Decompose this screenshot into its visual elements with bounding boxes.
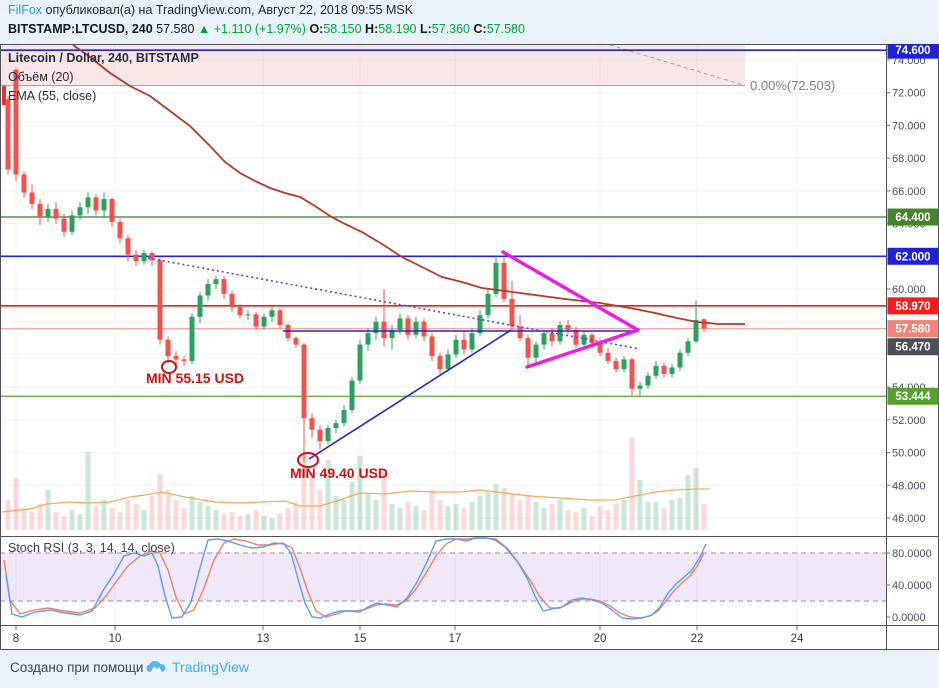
low-value: 57.360 [431,22,471,36]
min-annotation-1: MIN 55.15 USD [146,370,245,386]
svg-text:50.000: 50.000 [892,448,926,460]
time-axis: 8 10 13 15 17 20 22 24 [13,625,804,645]
svg-text:0.0000: 0.0000 [892,612,926,624]
last-price: 57.580 [156,22,195,36]
trendlines [147,257,641,460]
svg-text:22: 22 [691,633,704,645]
close-label: C: [473,22,487,36]
svg-text:57.580: 57.580 [895,324,930,336]
price-badges: 74.600 64.400 62.000 58.970 57.580 56.470 53.4… [887,41,939,405]
stoch-axis: 80.0000 40.0000 0.0000 [886,548,932,624]
open-label: O: [309,22,324,36]
svg-text:74.600: 74.600 [895,45,930,57]
svg-text:70.000: 70.000 [892,120,926,132]
pennant [501,250,640,369]
stoch-d-line [3,537,705,619]
publisher-link[interactable]: FilFox [8,3,43,17]
svg-text:10: 10 [109,633,122,645]
svg-text:52.000: 52.000 [892,415,926,427]
svg-text:80.0000: 80.0000 [892,548,932,560]
ema-line [72,44,745,325]
svg-text:17: 17 [449,633,462,645]
min-circles [161,360,319,468]
publish-line: FilFox опубликовал(а) на TradingView.com… [8,3,413,17]
publish-text: опубликовал(а) на TradingView.com, Авгус… [42,3,414,17]
tradingview-logo-icon[interactable] [145,659,167,679]
price-axis: 74.00072.00070.00068.00066.00064.00060.0… [886,55,926,525]
open-value: 58.150 [323,22,362,36]
level-lines [0,49,886,397]
header: FilFox опубликовал(а) на TradingView.com… [0,0,939,44]
svg-text:66.000: 66.000 [892,186,926,198]
footer: Создано при помощи TradingView [0,650,939,688]
close-value: 57.580 [486,22,525,36]
stoch-rsi-legend[interactable]: Stoch RSI (3, 3, 14, 14, close) [8,541,175,555]
svg-text:20: 20 [594,633,607,645]
price-change: +1.110 (+1.97%) [213,22,306,36]
svg-text:40.0000: 40.0000 [892,580,932,592]
svg-text:58.970: 58.970 [895,301,930,313]
symbol-name: BITSTAMP:LTCUSD, 240 [8,22,153,36]
svg-text:62.000: 62.000 [895,251,930,263]
svg-text:64.400: 64.400 [895,212,930,224]
min-annotation-2: MIN 49.40 USD [290,465,389,481]
stoch-pane [0,537,886,620]
high-label: H: [365,22,379,36]
chart-canvas[interactable]: 74.00072.00070.00068.00066.00064.00060.0… [0,41,939,650]
svg-text:53.444: 53.444 [895,391,931,403]
svg-text:60.000: 60.000 [892,284,926,296]
created-with-text: Создано при помощи [10,660,144,675]
svg-text:68.000: 68.000 [892,153,926,165]
up-arrow-icon: ▲ [197,22,211,36]
volume-bars [5,438,707,530]
ema-selection-marker [2,86,6,105]
svg-text:48.000: 48.000 [892,480,926,492]
svg-text:56.470: 56.470 [895,342,930,354]
chart-area: 74.00072.00070.00068.00066.00064.00060.0… [0,41,939,650]
chart-legend-title[interactable]: Litecoin / Dollar, 240, BITSTAMP [8,51,199,65]
low-label: L: [419,22,432,36]
fib-level-label: 0.00%(72.503) [750,78,836,93]
volume-ma-line [1,488,710,513]
volume-legend[interactable]: Объём (20) [8,70,74,84]
svg-text:8: 8 [13,633,19,645]
svg-text:72.000: 72.000 [892,88,926,100]
candles [5,68,707,463]
symbol-line: BITSTAMP:LTCUSD, 240 57.580 ▲ +1.110 (+1… [8,22,525,36]
high-value: 58.190 [378,22,417,36]
svg-text:24: 24 [791,633,804,645]
svg-text:13: 13 [257,633,270,645]
stoch-k-line [5,537,707,620]
ema-legend[interactable]: EMA (55, close) [8,89,97,103]
tradingview-brand-link[interactable]: TradingView [172,659,250,675]
gridlines [0,44,886,625]
svg-text:46.000: 46.000 [892,513,926,525]
svg-text:15: 15 [354,633,367,645]
